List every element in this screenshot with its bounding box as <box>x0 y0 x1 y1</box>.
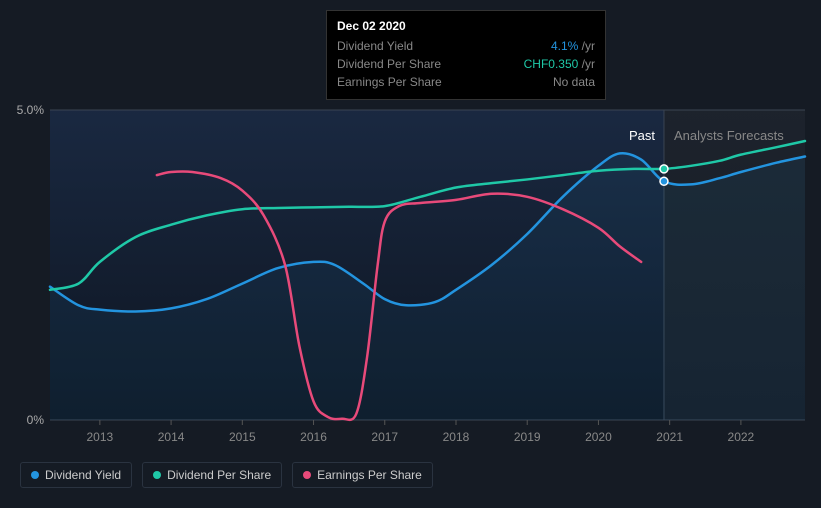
x-axis-label: 2014 <box>158 430 185 444</box>
forecast-label: Analysts Forecasts <box>674 128 784 143</box>
x-axis-label: 2021 <box>656 430 683 444</box>
legend-dividend-yield[interactable]: Dividend Yield <box>20 462 132 488</box>
legend-label: Earnings Per Share <box>317 468 422 482</box>
legend-label: Dividend Yield <box>45 468 121 482</box>
tooltip-row-value: CHF0.350 /yr <box>524 57 595 71</box>
legend-dot-icon <box>303 471 311 479</box>
tooltip-row-label: Earnings Per Share <box>337 75 442 89</box>
past-label: Past <box>629 128 655 143</box>
legend-dot-icon <box>31 471 39 479</box>
y-axis-min: 0% <box>4 413 44 427</box>
tooltip-row-label: Dividend Yield <box>337 39 413 53</box>
tooltip-row: Earnings Per Share No data <box>337 73 595 91</box>
legend-dividend-per-share[interactable]: Dividend Per Share <box>142 462 282 488</box>
x-axis-label: 2015 <box>229 430 256 444</box>
legend: Dividend Yield Dividend Per Share Earnin… <box>20 462 433 488</box>
x-axis-label: 2019 <box>514 430 541 444</box>
divider-marker <box>660 165 668 173</box>
legend-earnings-per-share[interactable]: Earnings Per Share <box>292 462 433 488</box>
tooltip-row: Dividend Yield 4.1% /yr <box>337 37 595 55</box>
x-axis-label: 2013 <box>86 430 113 444</box>
divider-marker <box>660 177 668 185</box>
x-axis-label: 2016 <box>300 430 327 444</box>
tooltip-row-value: No data <box>553 75 595 89</box>
x-axis-label: 2020 <box>585 430 612 444</box>
legend-dot-icon <box>153 471 161 479</box>
x-axis-label: 2018 <box>443 430 470 444</box>
y-axis-max: 5.0% <box>4 103 44 117</box>
tooltip: Dec 02 2020 Dividend Yield4.1% /yrDivide… <box>326 10 606 100</box>
legend-label: Dividend Per Share <box>167 468 271 482</box>
tooltip-date: Dec 02 2020 <box>337 19 595 33</box>
tooltip-row: Dividend Per Share CHF0.350 /yr <box>337 55 595 73</box>
tooltip-row-value: 4.1% /yr <box>551 39 595 53</box>
x-axis-label: 2022 <box>728 430 755 444</box>
tooltip-row-label: Dividend Per Share <box>337 57 441 71</box>
x-axis-label: 2017 <box>371 430 398 444</box>
